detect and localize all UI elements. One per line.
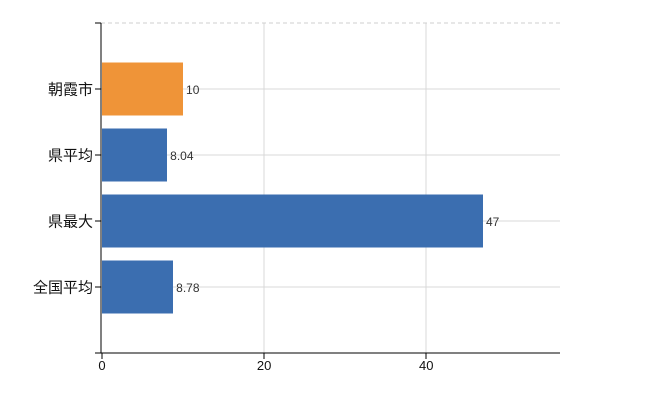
value-label: 10 bbox=[186, 83, 200, 97]
bar-2 bbox=[102, 194, 483, 248]
bar-3 bbox=[102, 260, 174, 314]
category-label: 全国平均 bbox=[33, 279, 93, 297]
category-label: 朝霞市 bbox=[48, 82, 93, 99]
value-label: 8.78 bbox=[176, 281, 200, 295]
x-tick-label: 20 bbox=[257, 358, 271, 373]
value-label: 47 bbox=[486, 215, 500, 229]
value-label: 8.04 bbox=[170, 149, 194, 163]
x-tick-label: 40 bbox=[419, 358, 433, 373]
bar-1 bbox=[102, 128, 168, 182]
x-tick-label: 0 bbox=[98, 358, 105, 373]
category-label: 県最大 bbox=[48, 214, 93, 231]
bar-0 bbox=[102, 62, 184, 116]
category-label: 県平均 bbox=[48, 148, 93, 165]
